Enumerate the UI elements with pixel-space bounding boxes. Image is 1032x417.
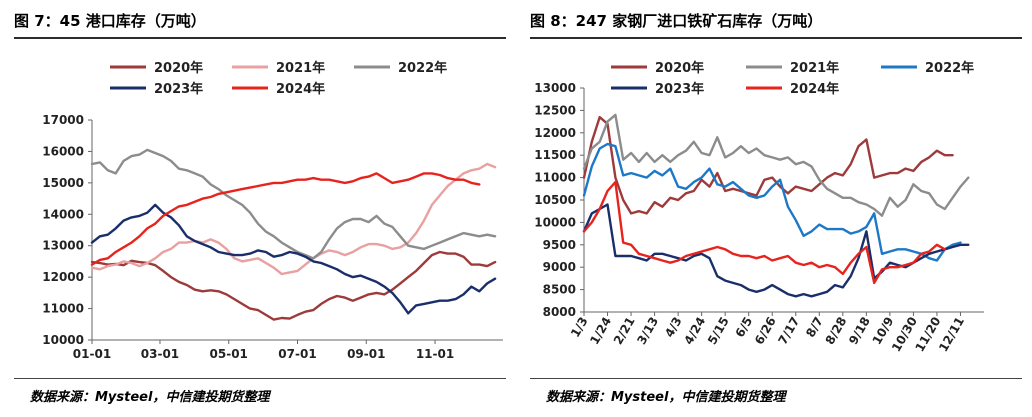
- x-tick-label: 11-01: [416, 347, 454, 361]
- line-chart-port-inventory: 2020年 2021年 2022年 2023年 2024年 10000 11000 12000…: [42, 60, 503, 361]
- x-tick-label: 3/13: [634, 315, 661, 347]
- series-line: [90, 172, 481, 266]
- legend-label: 2020年: [154, 60, 203, 76]
- data-source-note: 数据来源：Mysteel，中信建投期货整理: [30, 390, 270, 405]
- x-tick-label: 1/24: [587, 315, 614, 347]
- x-tick-label: 8/7: [803, 315, 826, 340]
- y-tick-label: 12000: [534, 126, 576, 140]
- legend-label: 2023年: [655, 81, 704, 97]
- series-line: [582, 142, 962, 262]
- x-tick-label: 4/24: [681, 315, 708, 347]
- legend-item: 2020年: [110, 60, 203, 76]
- chart-panel-port-inventory: 图 7：45 港口库存（万吨） 2020年 2021年 2022年 2023年 2024…: [14, 12, 506, 405]
- legend-label: 2022年: [925, 60, 974, 76]
- y-tick-label: 9500: [543, 238, 576, 252]
- legend-item: 2024年: [746, 81, 839, 97]
- legend: 2020年 2021年 2022年 2023年 2024年: [611, 60, 974, 97]
- y-tick-label: 14000: [42, 207, 84, 221]
- legend-item: 2023年: [110, 81, 203, 97]
- y-tick-label: 11000: [534, 171, 576, 185]
- x-tick-label: 05-01: [210, 347, 248, 361]
- series-line: [582, 180, 946, 285]
- legend-item: 2024年: [232, 81, 325, 97]
- legend-item: 2022年: [881, 60, 974, 76]
- footer-divider: [14, 378, 506, 379]
- y-tick-label: 16000: [42, 144, 84, 158]
- legend: 2020年 2021年 2022年 2023年 2024年: [110, 60, 447, 97]
- legend-item: 2021年: [232, 60, 325, 76]
- series-line: [90, 162, 497, 276]
- x-tick-label: 07-01: [278, 347, 316, 361]
- x-tick-label: 2/21: [611, 315, 638, 347]
- legend-label: 2023年: [154, 81, 203, 97]
- series-line: [582, 115, 954, 215]
- y-tick-label: 10500: [534, 193, 576, 207]
- legend-label: 2021年: [276, 60, 325, 76]
- data-source-note: 数据来源：Mysteel，中信建投期货整理: [546, 390, 786, 405]
- y-tick-label: 12500: [534, 103, 576, 117]
- series-line: [90, 203, 497, 315]
- chart-title: 图 8：247 家钢厂进口铁矿石库存（万吨）: [530, 12, 823, 30]
- series-line: [582, 203, 970, 298]
- chart-title: 图 7：45 港口库存（万吨）: [14, 12, 206, 30]
- legend-item: 2021年: [746, 60, 839, 76]
- x-tick-label: 7/17: [776, 315, 803, 347]
- y-tick-label: 10000: [42, 333, 84, 347]
- legend-item: 2020年: [611, 60, 704, 76]
- series-line: [582, 113, 970, 217]
- x-tick-label: 5/15: [705, 315, 732, 347]
- legend-label: 2024年: [790, 81, 839, 97]
- y-tick-label: 8000: [543, 305, 576, 319]
- y-tick-label: 17000: [42, 113, 84, 127]
- y-tick-label: 13000: [534, 81, 576, 95]
- legend-item: 2023年: [611, 81, 704, 97]
- y-tick-label: 8500: [543, 283, 576, 297]
- legend-label: 2020年: [655, 60, 704, 76]
- x-tick-label: 8/28: [823, 315, 850, 347]
- x-tick-label: 9/18: [846, 315, 873, 347]
- x-tick-label: 6/26: [752, 315, 779, 347]
- x-tick-label: 4/3: [662, 315, 685, 340]
- legend-label: 2024年: [276, 81, 325, 97]
- y-tick-label: 13000: [42, 239, 84, 253]
- title-divider: [530, 37, 1022, 39]
- x-tick-label: 03-01: [141, 347, 179, 361]
- y-tick-label: 11500: [534, 148, 576, 162]
- series-line: [90, 148, 497, 260]
- series-line: [90, 250, 497, 321]
- footer-divider: [530, 378, 1022, 379]
- x-tick-label: 6/5: [733, 315, 756, 340]
- x-tick-label: 01-01: [73, 347, 111, 361]
- y-tick-label: 12000: [42, 270, 84, 284]
- chart-panel-steel-mill-ore-inventory: 图 8：247 家钢厂进口铁矿石库存（万吨） 2020年 2021年 2022年 20…: [516, 0, 1032, 417]
- legend-label: 2022年: [398, 60, 447, 76]
- legend-item: 2022年: [354, 60, 447, 76]
- y-tick-label: 11000: [42, 302, 84, 316]
- title-divider: [14, 37, 506, 39]
- y-tick-label: 15000: [42, 176, 84, 190]
- legend-label: 2021年: [790, 60, 839, 76]
- y-tick-label: 10000: [534, 215, 576, 229]
- x-tick-label: 09-01: [347, 347, 385, 361]
- line-chart-steel-mill-ore-inventory: 2020年 2021年 2022年 2023年 2024年 8000 8500 9000 950…: [534, 60, 984, 354]
- y-tick-label: 9000: [543, 260, 576, 274]
